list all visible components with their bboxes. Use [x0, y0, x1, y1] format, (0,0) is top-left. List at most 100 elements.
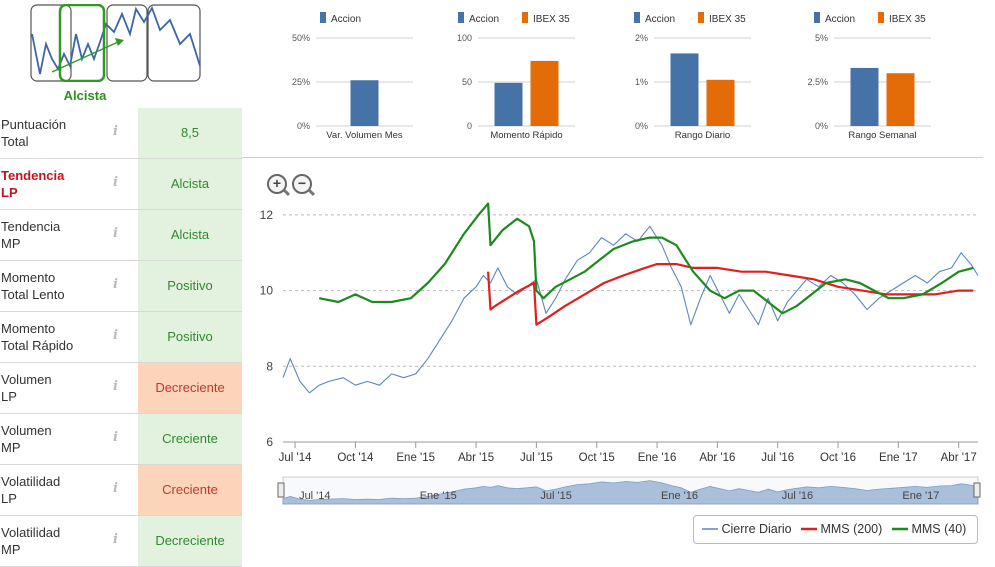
navigator-label: Ene '17: [902, 490, 939, 502]
indicator-row: Momento Total Lento i Positivo: [0, 261, 242, 312]
indicator-row: Volatilidad LP i Creciente: [0, 465, 242, 516]
legend-line-icon: [892, 527, 908, 531]
indicator-row: Puntuación Total i 8,5: [0, 108, 242, 159]
y-tick-label: 12: [260, 208, 274, 222]
mini-bar-chart: Accion IBEX 35 2% 1% 0% Rango Diario: [634, 12, 751, 141]
y-tick-label: 2%: [635, 33, 648, 43]
bar-accion: [350, 80, 379, 126]
x-tick-label: Jul '16: [761, 452, 794, 464]
series-cierre-diario: [282, 225, 979, 394]
legend-label-mms200: MMS (200): [820, 522, 883, 536]
y-tick-label: 2.5%: [807, 77, 828, 87]
indicator-row: Volumen MP i Creciente: [0, 414, 242, 465]
mini-legend: Accion IBEX 35: [814, 12, 926, 25]
y-tick-label: 8: [266, 359, 273, 373]
info-icon[interactable]: i: [113, 379, 118, 394]
indicator-row: Tendencia LP i Alcista: [0, 159, 242, 210]
legend-label-mms40: MMS (40): [911, 522, 967, 536]
navigator-label: Jul '15: [540, 490, 571, 502]
mini-bar-chart: Accion IBEX 35 5% 2.5% 0% Rango Semanal: [807, 12, 931, 141]
arrow-up-icon: [115, 38, 124, 46]
x-tick-label: Oct '16: [820, 452, 856, 464]
y-tick-label: 50%: [292, 33, 310, 43]
series-mms-40: [318, 202, 974, 315]
divider: [242, 157, 983, 158]
indicator-label-line2: Total: [1, 134, 29, 149]
indicator-label: Volatilidad LP: [1, 473, 101, 507]
zoom-out-icon[interactable]: −: [292, 174, 312, 194]
info-icon[interactable]: i: [113, 481, 118, 496]
info-icon[interactable]: i: [113, 175, 118, 190]
trend-widget-graphic: [30, 3, 201, 89]
indicator-row: Volumen LP i Decreciente: [0, 363, 242, 414]
mini-bar-chart: Accion 50% 25% 0% Var. Volumen Mes: [292, 12, 413, 141]
info-icon[interactable]: i: [113, 532, 118, 547]
info-icon[interactable]: i: [113, 124, 118, 139]
indicator-list: Puntuación Total i 8,5 Tendencia LP i Alcista Te…: [0, 108, 242, 567]
legend-line-icon: [801, 527, 817, 531]
x-tick-label: Abr '15: [458, 452, 494, 464]
mini-bar-chart: Accion IBEX 35 100 50 0 Momento Rápido: [457, 12, 575, 141]
indicator-label-line1: Momento: [1, 321, 56, 336]
y-tick-label: 1%: [635, 77, 648, 87]
zoom-in-icon[interactable]: +: [267, 174, 287, 194]
info-icon[interactable]: i: [113, 328, 118, 343]
legend-swatch: [878, 12, 884, 23]
indicator-label-line2: MP: [1, 236, 21, 251]
y-tick-label: 25%: [292, 77, 310, 87]
indicator-value: Positivo: [138, 312, 242, 362]
indicator-label: Momento Total Lento: [1, 269, 101, 303]
indicator-label-line2: MP: [1, 440, 21, 455]
y-tick-label: 5%: [815, 33, 828, 43]
series-mms-200: [487, 262, 974, 326]
legend-item-mms40[interactable]: MMS (40): [892, 522, 966, 536]
indicator-value: Positivo: [138, 261, 242, 311]
indicator-value: Creciente: [138, 465, 242, 515]
indicator-label-line1: Momento: [1, 270, 56, 285]
indicator-value: Alcista: [138, 210, 242, 260]
indicator-label-line1: Tendencia: [1, 219, 61, 234]
navigator-label: Jul '16: [782, 490, 813, 502]
indicator-label-line1: Volumen: [1, 423, 52, 438]
indicator-label-line1: Volatilidad: [1, 525, 61, 540]
legend-item-cierre[interactable]: Cierre Diario: [702, 522, 792, 536]
legend-label: IBEX 35: [709, 14, 746, 25]
mini-chart-momento: Accion IBEX 35 100 50 0 Momento Rápido: [420, 8, 590, 153]
indicator-label: Momento Total Rápido: [1, 320, 101, 354]
indicator-label-line2: Total Rápido: [1, 338, 74, 353]
mini-legend: Accion: [320, 12, 361, 25]
legend-swatch: [320, 12, 326, 23]
indicator-label-line1: Puntuación: [1, 117, 67, 132]
legend-item-mms200[interactable]: MMS (200): [801, 522, 882, 536]
bar-ibex: [706, 79, 735, 126]
x-tick-label: Ene '16: [638, 452, 677, 464]
info-icon[interactable]: i: [113, 430, 118, 445]
bar-accion: [494, 82, 523, 126]
indicator-value: Decreciente: [138, 516, 242, 566]
navigator-label: Ene '16: [661, 490, 698, 502]
navigator-series: [282, 480, 979, 505]
x-tick-label: Oct '14: [337, 452, 374, 464]
indicator-label-line1: Volatilidad: [1, 474, 61, 489]
trend-pointer-icon: [74, 81, 90, 89]
bar-ibex: [886, 73, 915, 126]
indicator-label-line2: LP: [1, 185, 18, 200]
navigator-label: Ene '15: [420, 490, 457, 502]
legend-line-icon: [702, 528, 718, 530]
info-icon[interactable]: i: [113, 277, 118, 292]
legend-label: Accion: [469, 14, 499, 25]
x-axis-label: Rango Semanal: [848, 130, 916, 141]
trend-label: Alcista: [63, 88, 107, 103]
y-tick-label: 50: [462, 77, 472, 87]
indicator-label: Volumen LP: [1, 371, 101, 405]
indicator-label: Puntuación Total: [1, 116, 101, 150]
mini-chart-rango-diario: Accion IBEX 35 2% 1% 0% Rango Diario: [596, 8, 766, 153]
info-icon[interactable]: i: [113, 226, 118, 241]
navigator-label: Jul '14: [299, 490, 330, 502]
x-tick-label: Abr '17: [941, 452, 977, 464]
x-tick-label: Ene '15: [396, 452, 435, 464]
legend-label: IBEX 35: [533, 14, 570, 25]
x-tick-label: Ene '17: [879, 452, 918, 464]
bar-accion: [850, 67, 879, 126]
navigator-handle-left: [277, 482, 285, 498]
